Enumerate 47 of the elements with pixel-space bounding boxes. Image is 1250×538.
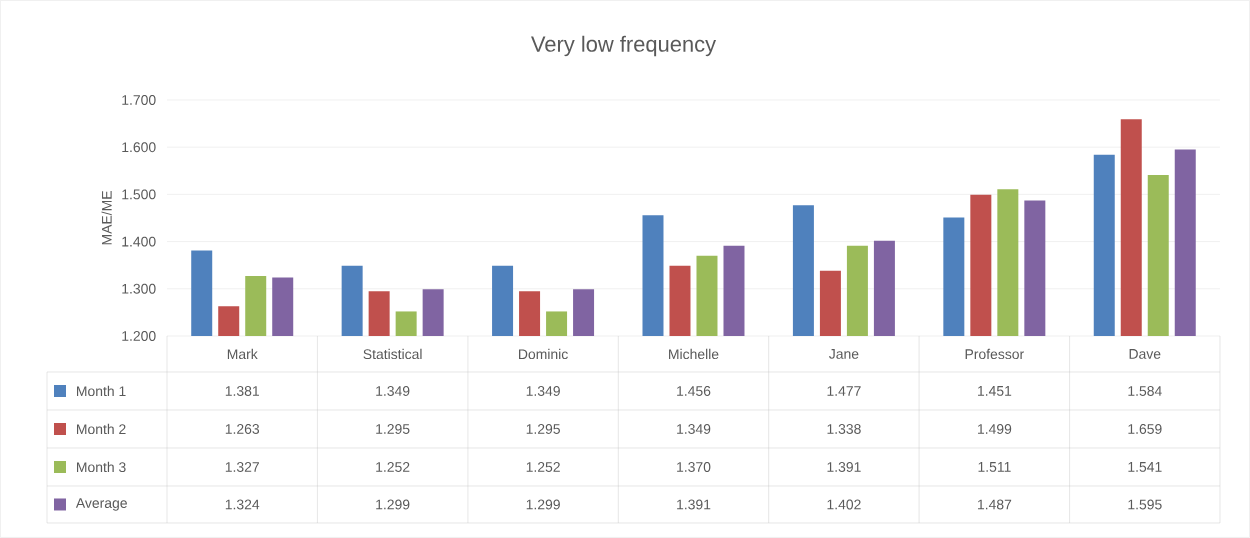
data-label: 1.299 <box>526 499 560 510</box>
data-label: 1.295 <box>376 424 410 434</box>
data-label: 1.252 <box>376 462 410 472</box>
data-label: 1.451 <box>978 386 1012 396</box>
data-label: 1.349 <box>677 424 711 434</box>
y-tick-label: 1.300 <box>122 283 156 294</box>
y-tick-label: 1.700 <box>122 95 156 105</box>
data-label: 1.391 <box>677 499 711 510</box>
legend-label: Average <box>75 498 127 511</box>
data-label: 1.295 <box>526 424 560 434</box>
data-label: 1.381 <box>225 386 259 396</box>
x-tick-label: Dominic <box>519 348 568 360</box>
data-label: 1.659 <box>1128 424 1162 434</box>
y-tick-label: 1.200 <box>122 331 156 341</box>
data-label: 1.511 <box>978 462 1011 472</box>
legend-label: Month 1 <box>77 385 126 397</box>
data-label: 1.402 <box>827 499 861 510</box>
y-tick-label: 1.500 <box>122 189 156 200</box>
data-label: 1.299 <box>376 499 410 510</box>
data-label: 1.456 <box>677 386 711 396</box>
chart-title: Very low frequency <box>531 35 717 57</box>
x-tick-label: Professor <box>965 348 1024 360</box>
data-label: 1.349 <box>526 386 560 396</box>
data-label: 1.477 <box>827 386 861 396</box>
legend-label: Month 3 <box>77 461 126 473</box>
x-tick-label: Michelle <box>669 348 719 360</box>
data-label: 1.499 <box>978 424 1012 434</box>
data-label: 1.349 <box>376 386 410 396</box>
data-label: 1.541 <box>1128 462 1162 472</box>
data-label: 1.324 <box>225 499 260 510</box>
data-label: 1.595 <box>1128 499 1162 510</box>
y-axis-title: MAE/ME <box>101 191 112 245</box>
data-label: 1.487 <box>978 499 1012 510</box>
y-tick-label: 1.400 <box>122 236 156 247</box>
data-label: 1.338 <box>827 424 861 434</box>
data-label: 1.584 <box>1128 386 1162 396</box>
data-label: 1.263 <box>225 424 260 434</box>
data-label: 1.252 <box>526 462 560 472</box>
data-label: 1.391 <box>827 462 861 472</box>
x-tick-label: Mark <box>227 348 258 360</box>
data-label: 1.370 <box>677 462 711 472</box>
y-tick-label: 1.600 <box>122 142 156 153</box>
x-tick-label: Jane <box>829 349 859 359</box>
data-label: 1.327 <box>225 462 259 472</box>
x-tick-label: Dave <box>1129 349 1161 359</box>
x-tick-label: Statistical <box>363 348 422 360</box>
legend-label: Month 2 <box>77 423 126 435</box>
